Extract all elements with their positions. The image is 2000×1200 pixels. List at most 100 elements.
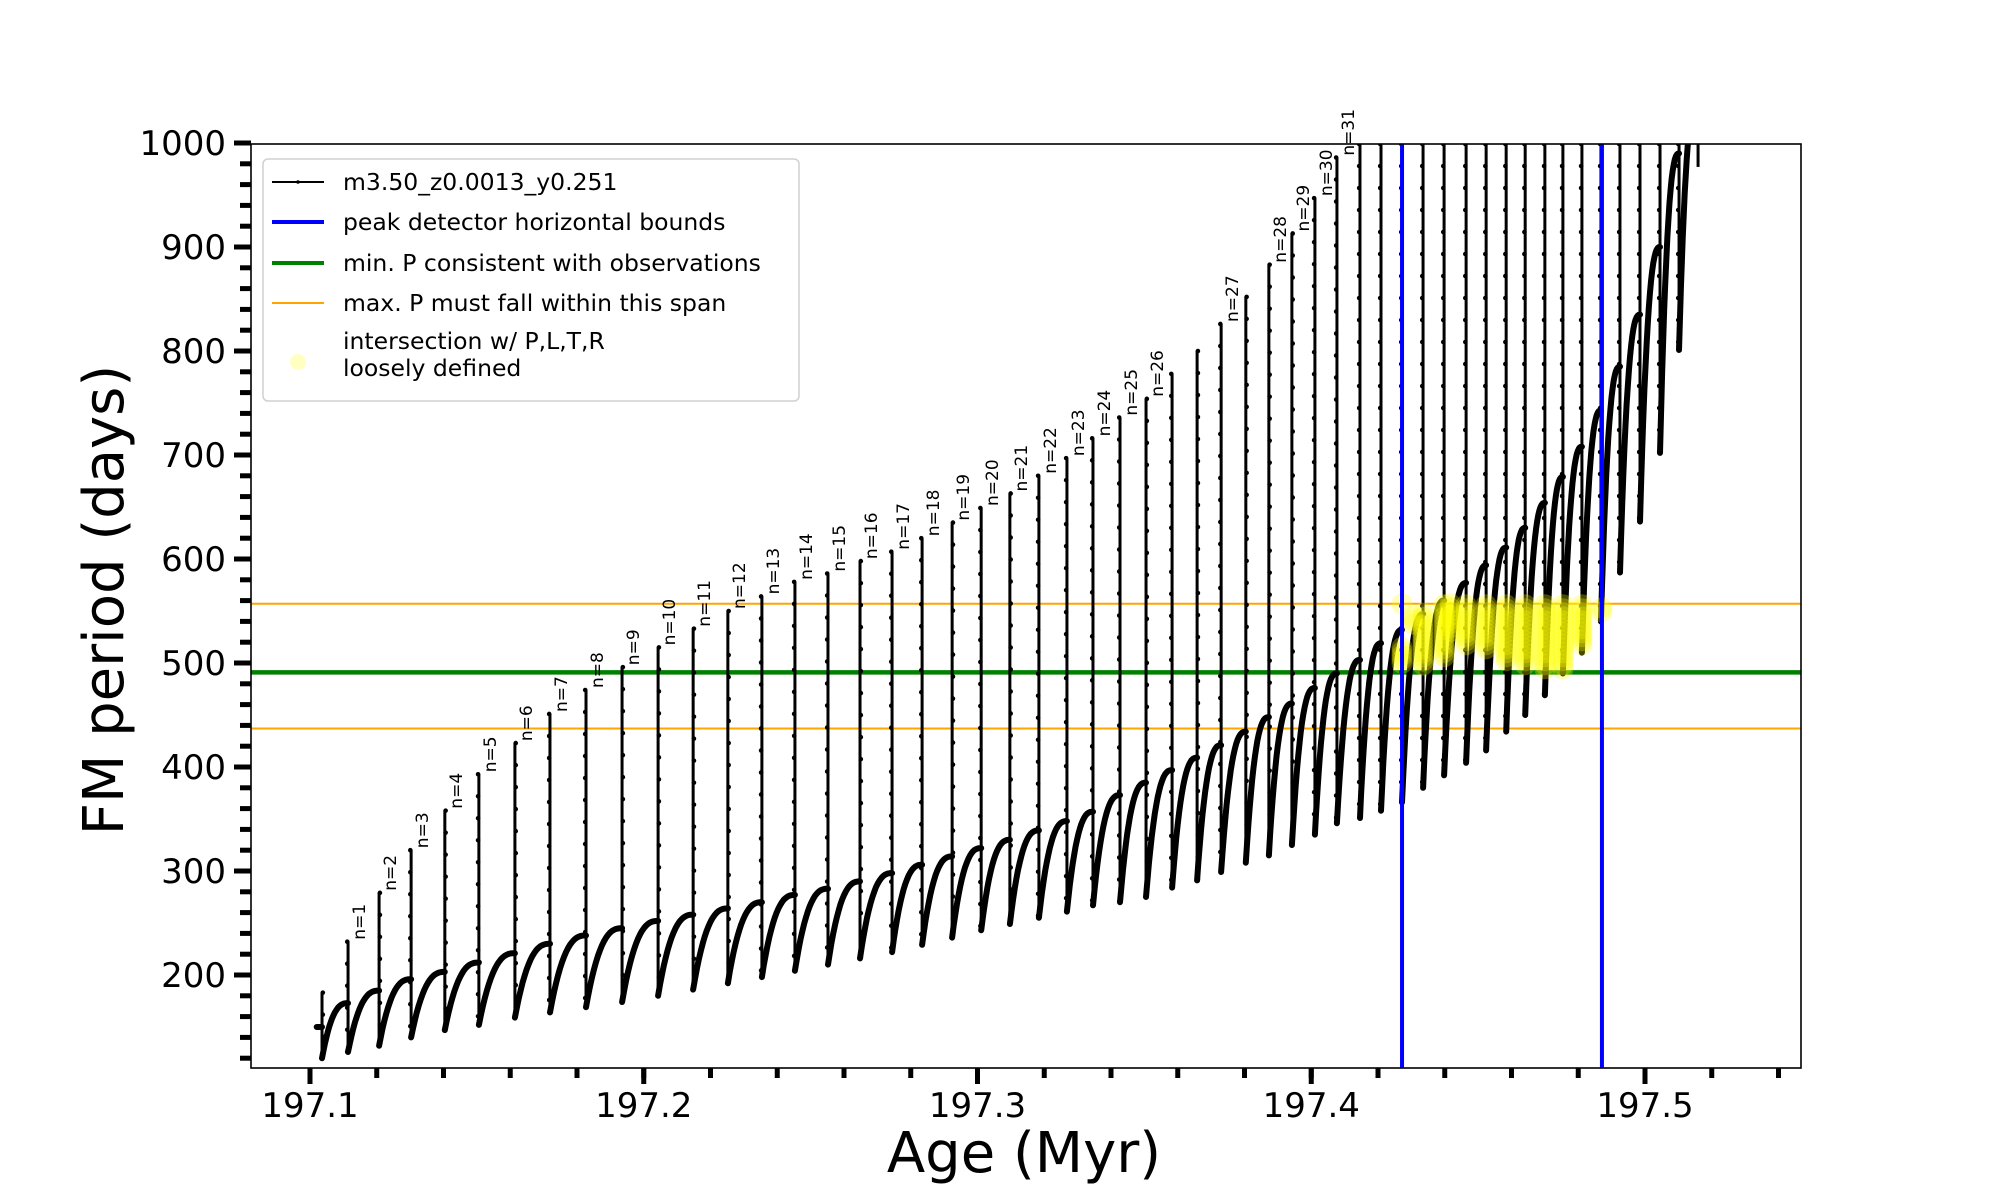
series-point [1522, 581, 1527, 587]
series-point [656, 931, 662, 936]
series-point [1267, 372, 1272, 377]
series-point [888, 549, 894, 555]
series-point [1168, 613, 1174, 619]
series-point [950, 564, 956, 569]
series-point [1311, 745, 1317, 751]
series-point [1377, 383, 1383, 389]
series-point [1063, 477, 1069, 483]
series-point [1035, 715, 1041, 721]
intersection-point [1433, 614, 1455, 636]
intersection-point [1495, 610, 1517, 632]
intersection-point [1412, 646, 1434, 668]
intersection-point [1439, 609, 1461, 631]
series-point [1290, 407, 1295, 412]
series-point [1333, 353, 1339, 358]
series-point [1063, 455, 1069, 461]
series-point [582, 995, 588, 1001]
series-point [1522, 647, 1527, 653]
series-point [1244, 778, 1249, 784]
series-point [1656, 185, 1662, 191]
series-point [978, 857, 983, 863]
series-point [758, 770, 764, 775]
series-point [950, 784, 956, 789]
series-point [1356, 185, 1362, 191]
series-point [758, 704, 764, 709]
series-point [888, 637, 894, 643]
series-point [1541, 163, 1547, 169]
series-point [513, 762, 519, 768]
series-point [758, 968, 764, 973]
series-point [824, 593, 830, 598]
intersection-point [1552, 642, 1574, 664]
intersection-point [1402, 605, 1424, 627]
series-point [888, 593, 894, 599]
series-point [1168, 811, 1174, 817]
series-point [656, 953, 662, 958]
series-point [408, 935, 413, 941]
series-point [1616, 339, 1622, 345]
series-baseline [313, 144, 1691, 1062]
series-point [443, 852, 448, 857]
series-point [1168, 833, 1174, 839]
series-point [1116, 459, 1122, 464]
series-point [1089, 502, 1095, 507]
series-point [1559, 207, 1565, 213]
series-point [858, 844, 864, 850]
series-point [475, 859, 481, 865]
series-point [691, 714, 697, 719]
series-point [1616, 427, 1622, 433]
intersection-point [1552, 594, 1574, 616]
intersection-markers [1391, 593, 1613, 680]
series-point [1290, 385, 1295, 390]
series-point [1440, 647, 1446, 653]
series-point [1218, 695, 1223, 701]
series-point [1483, 229, 1488, 235]
series-point [1419, 625, 1425, 631]
series-point [513, 982, 519, 988]
intersection-point [1534, 594, 1556, 616]
series-point [791, 689, 797, 695]
series-point [1116, 481, 1122, 486]
series-point [582, 775, 588, 781]
series-point [1440, 229, 1446, 235]
series-point [1116, 855, 1122, 860]
intersection-point [1495, 638, 1517, 660]
series-point [1636, 427, 1642, 433]
series-point [1675, 229, 1681, 235]
intersection-point [1514, 622, 1536, 644]
series-point [546, 711, 552, 717]
series-point [475, 969, 481, 975]
series-point [1541, 603, 1547, 609]
series-point [918, 645, 924, 651]
legend-label-max-p: max. P must fall within this span [343, 289, 726, 317]
pulse-label: n=9 [624, 629, 644, 665]
series-point [824, 703, 830, 708]
series-point [1089, 700, 1095, 705]
series-point [546, 755, 552, 761]
series-point [1267, 328, 1272, 333]
intersection-point [1433, 622, 1455, 644]
series-point [1463, 449, 1468, 455]
series-point [1356, 691, 1362, 697]
series-point [1636, 185, 1642, 191]
series-point [1522, 559, 1527, 565]
series-point [1616, 251, 1622, 257]
series-point [1356, 581, 1362, 587]
series-point [1267, 768, 1272, 773]
series-point [950, 894, 956, 899]
series-point [1195, 722, 1201, 728]
series-point [858, 558, 864, 564]
series-point [1522, 537, 1527, 543]
series-point [1541, 515, 1547, 521]
series-point [691, 934, 697, 939]
series-point [1522, 295, 1527, 301]
series-point [475, 771, 481, 777]
intersection-point [1495, 646, 1517, 668]
series-point [1168, 657, 1174, 663]
series-point [1377, 361, 1383, 367]
series-point [1218, 673, 1223, 679]
series-point [1559, 273, 1565, 279]
series-point [726, 674, 731, 680]
series-point [1356, 207, 1362, 213]
series-point [1008, 645, 1013, 650]
